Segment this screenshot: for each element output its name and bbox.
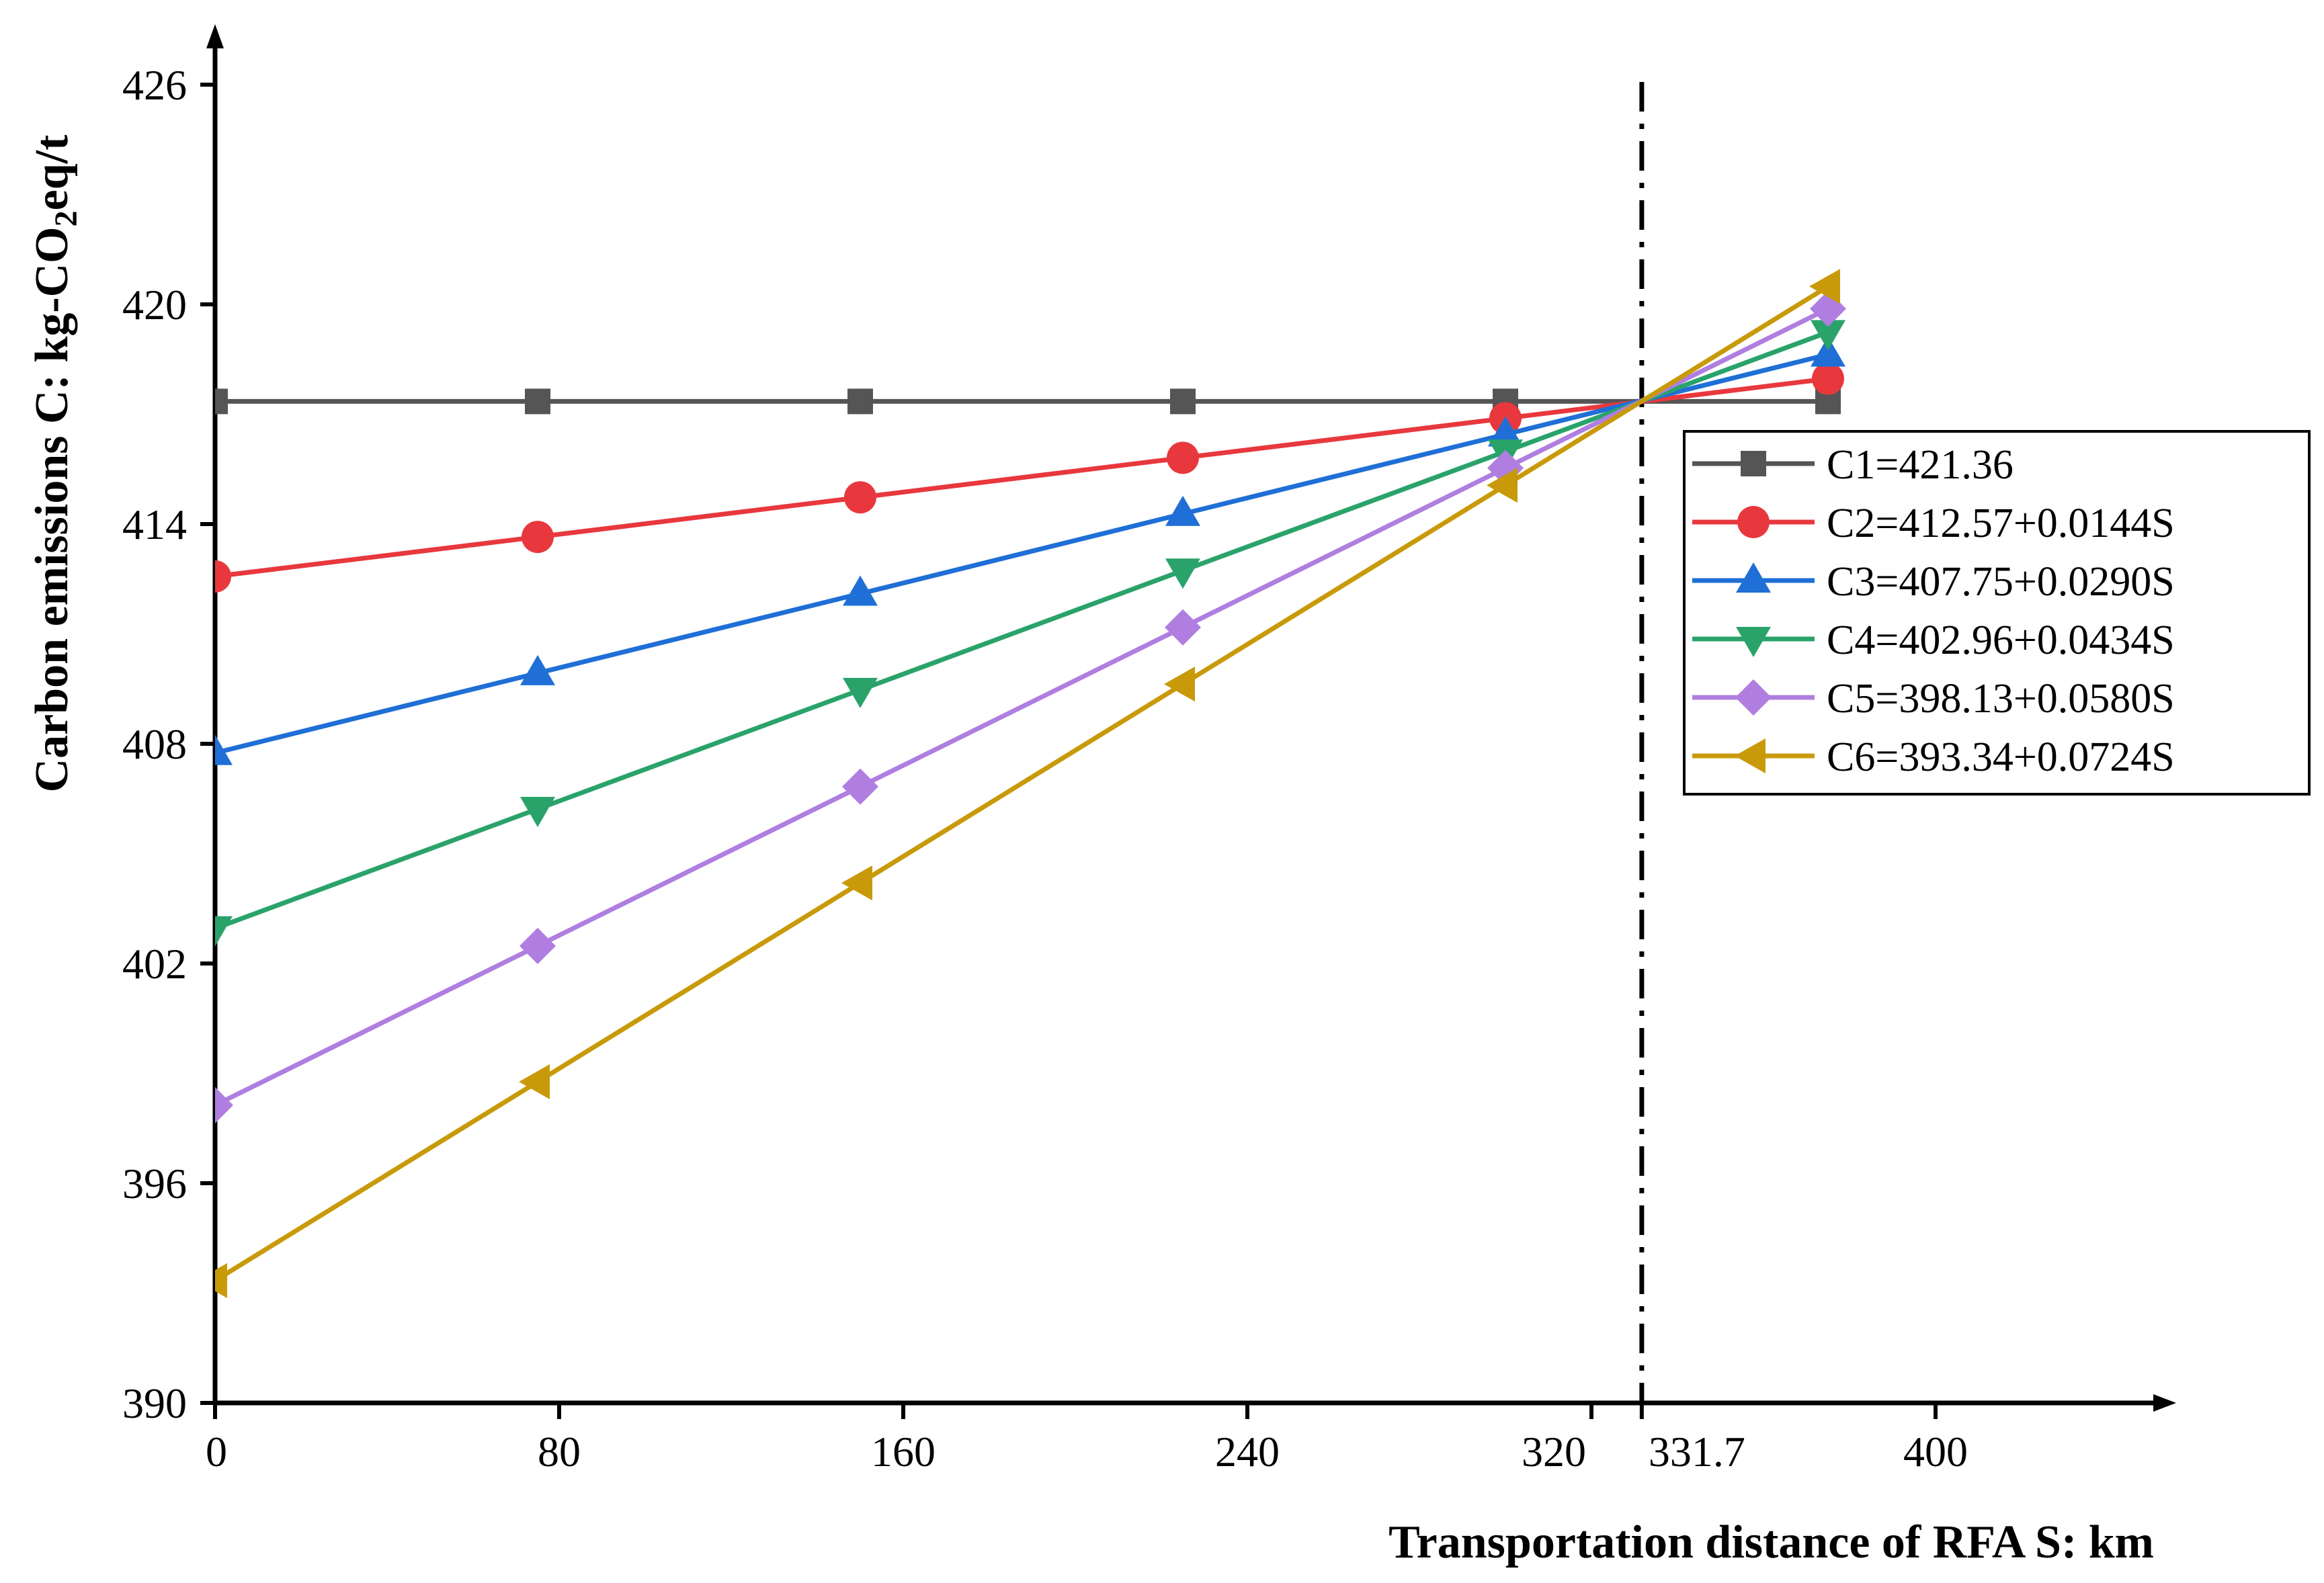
- x-axis-arrow: [2153, 1394, 2176, 1412]
- x-tick-label: 0: [206, 1428, 227, 1475]
- legend-label: C4=402.96+0.0434S: [1827, 617, 2175, 663]
- legend-label: C6=393.34+0.0724S: [1827, 734, 2175, 780]
- data-point: [1811, 320, 1845, 351]
- series-6: [215, 269, 1840, 1298]
- series-4: [215, 320, 1845, 947]
- y-tick-label: 390: [122, 1379, 187, 1427]
- data-point: [1167, 441, 1199, 474]
- legend-swatch-marker: [1735, 738, 1766, 773]
- y-axis-title: Carbon emissions C: kg-CO2eq/t: [26, 135, 84, 793]
- x-ticks: 0 80 160 240 320 331.7 400: [206, 1403, 1968, 1475]
- series-line: [215, 306, 1829, 1108]
- series-line: [215, 330, 1829, 931]
- legend-label: C1=421.36: [1827, 442, 2014, 488]
- data-point: [215, 1263, 227, 1298]
- x-tick-label: 80: [538, 1428, 581, 1475]
- data-point: [215, 1086, 233, 1123]
- data-point: [842, 768, 878, 805]
- y-tick-label: 408: [122, 720, 187, 768]
- legend-item: C4=402.96+0.0434S: [1692, 617, 2175, 663]
- legend-label: C3=407.75+0.0290S: [1827, 559, 2175, 605]
- series-line: [215, 284, 1829, 1283]
- y-axis-arrow: [206, 24, 224, 48]
- data-point: [520, 797, 555, 828]
- data-point: [1487, 468, 1518, 503]
- data-point: [520, 654, 555, 685]
- series-layer: [215, 269, 1846, 1298]
- legend-label: C2=412.57+0.0144S: [1827, 501, 2175, 546]
- y-axis-title-subscript: 2: [48, 210, 84, 226]
- data-point: [215, 560, 231, 593]
- data-point: [1488, 416, 1523, 447]
- y-axis-title-suffix: eq/t: [26, 135, 78, 211]
- series-1: [215, 388, 1841, 415]
- data-point: [1165, 558, 1200, 589]
- series-2: [215, 362, 1844, 593]
- data-point: [215, 916, 233, 947]
- legend-swatch-marker: [1741, 451, 1766, 476]
- legend-item: C2=412.57+0.0144S: [1692, 501, 2175, 546]
- legend-label: C5=398.13+0.0580S: [1827, 676, 2175, 722]
- data-point: [520, 927, 556, 964]
- legend-swatch-marker: [1736, 627, 1771, 657]
- data-point: [215, 388, 228, 415]
- legend-swatch-marker: [1736, 562, 1771, 593]
- data-point: [1811, 336, 1845, 367]
- data-point: [1165, 609, 1201, 646]
- x-tick-label: 240: [1215, 1428, 1280, 1475]
- legend-item: C1=421.36: [1692, 442, 2014, 488]
- axes: 0 80 160 240 320 331.7 400 390 396 402 408 414 420 4…: [122, 24, 2176, 1475]
- data-point: [1164, 667, 1195, 702]
- legend: C1=421.36 C2=412.57+0.0144S C3=407.75+0.02…: [1683, 430, 2311, 796]
- y-axis-title-prefix: Carbon emissions C: kg-CO: [26, 226, 78, 792]
- legend-item: C3=407.75+0.0290S: [1692, 559, 2175, 605]
- data-point: [522, 521, 554, 554]
- data-point: [1165, 495, 1200, 526]
- data-point: [1170, 388, 1196, 415]
- x-tick-label: 331.7: [1649, 1428, 1745, 1475]
- series-line: [215, 352, 1829, 756]
- legend-box: [1683, 430, 2311, 796]
- x-tick-label: 160: [871, 1428, 936, 1475]
- legend-item: C6=393.34+0.0724S: [1692, 734, 2175, 780]
- data-point: [843, 575, 878, 606]
- series-line: [215, 376, 1829, 579]
- legend-item: C5=398.13+0.0580S: [1692, 676, 2175, 722]
- legend-swatch-marker: [1735, 679, 1772, 716]
- data-point: [525, 388, 550, 415]
- series-5: [215, 290, 1846, 1123]
- legend-swatch-marker: [1737, 506, 1770, 538]
- y-tick-label: 414: [122, 501, 187, 548]
- x-tick-label: 400: [1903, 1428, 1968, 1475]
- y-tick-label: 402: [122, 940, 187, 988]
- y-ticks: 390 396 402 408 414 420 426: [122, 61, 215, 1427]
- data-point: [844, 481, 876, 514]
- data-point: [843, 677, 878, 708]
- data-point: [847, 388, 873, 415]
- data-point: [1809, 269, 1840, 304]
- x-axis-title: Transportation distance of RFA S: km: [1388, 1516, 2154, 1568]
- data-point: [841, 865, 872, 901]
- y-tick-label: 396: [122, 1160, 187, 1207]
- series-3: [215, 336, 1845, 765]
- data-point: [519, 1064, 550, 1100]
- data-point: [215, 734, 233, 765]
- data-point: [1812, 362, 1844, 395]
- x-tick-label: 320: [1522, 1428, 1586, 1475]
- legend-entries: C1=421.36 C2=412.57+0.0144S C3=407.75+0.02…: [1692, 442, 2175, 780]
- y-tick-label: 420: [122, 281, 187, 329]
- y-tick-label: 426: [122, 61, 187, 109]
